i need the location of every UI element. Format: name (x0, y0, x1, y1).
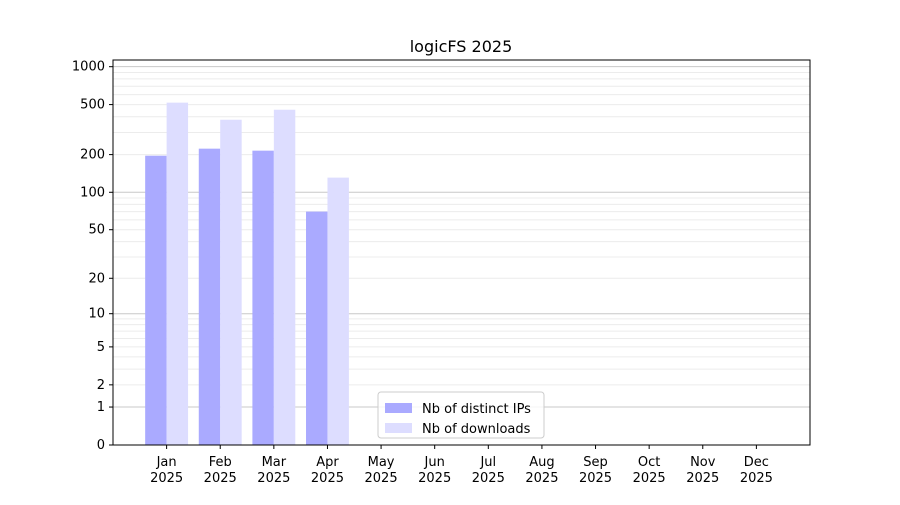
x-tick-label-line: 2025 (204, 471, 237, 486)
x-tick-label: Sep 2025 (579, 455, 612, 486)
x-tick-label-line: Mar (262, 455, 287, 470)
y-tick-label: 200 (80, 148, 105, 163)
x-tick-label-line: Dec (744, 455, 769, 470)
x-tick-label-line: 2025 (740, 471, 773, 486)
y-tick-label: 1000 (72, 60, 105, 75)
x-tick-label-line: Nov (690, 455, 716, 470)
bar-ips (145, 155, 167, 445)
y-tick-label: 1 (97, 400, 105, 415)
y-tick-label: 0 (97, 438, 105, 453)
x-tick-label: Mar 2025 (257, 455, 290, 486)
x-tick-label: Aug 2025 (525, 455, 558, 486)
x-tick-label-line: 2025 (633, 471, 666, 486)
x-tick-label: Oct 2025 (633, 455, 666, 486)
x-tick-label: Apr 2025 (311, 455, 344, 486)
x-tick-label-line: Jun (424, 455, 445, 470)
x-tick-label-line: 2025 (150, 471, 183, 486)
x-tick-label: Dec 2025 (740, 455, 773, 486)
x-tick-label-line: 2025 (579, 471, 612, 486)
x-tick-label-line: May (368, 455, 395, 470)
x-tick-label-line: Jul (479, 455, 496, 470)
x-tick-label: Jul 2025 (472, 455, 505, 486)
bar-ips (252, 150, 274, 445)
x-tick-label-line: Aug (529, 455, 554, 470)
x-tick-label-line: Jan (156, 455, 177, 470)
legend-box (377, 391, 545, 439)
y-tick-label: 100 (80, 185, 105, 200)
y-tick-label: 50 (88, 223, 105, 238)
x-tick-label-line: Oct (638, 455, 660, 470)
legend-swatch (385, 423, 412, 433)
x-tick-label: Jun 2025 (418, 455, 451, 486)
axes-frame (112, 59, 811, 446)
x-tick-label-line: Feb (209, 455, 232, 470)
bar-ips (198, 148, 221, 445)
x-tick-label-line: 2025 (686, 471, 719, 486)
y-tick-label: 500 (80, 98, 105, 113)
x-tick-label-line: 2025 (525, 471, 558, 486)
bar-downloads (220, 119, 242, 446)
x-tick-label: May 2025 (365, 455, 398, 486)
bar-downloads (327, 177, 349, 445)
y-tick-label: 10 (88, 307, 105, 322)
bar-downloads (273, 109, 296, 446)
x-tick-label: Feb 2025 (204, 455, 237, 486)
x-tick-label-line: Sep (583, 455, 608, 470)
legend-label: Nb of distinct IPs (422, 402, 531, 417)
x-tick-label-line: 2025 (418, 471, 451, 486)
x-tick-label-line: 2025 (365, 471, 398, 486)
legend-swatch (385, 403, 412, 413)
x-tick-label: Jan 2025 (150, 455, 183, 486)
x-tick-label: Nov 2025 (686, 455, 719, 486)
x-tick-label-line: 2025 (257, 471, 290, 486)
y-tick-label: 2 (97, 378, 105, 393)
chart-title: logicFS 2025 (410, 37, 513, 56)
x-tick-label-line: Apr (316, 455, 339, 470)
x-tick-label-line: 2025 (472, 471, 505, 486)
bar-ips (306, 211, 328, 445)
y-tick-label: 20 (88, 271, 105, 286)
legend-label: Nb of downloads (422, 422, 531, 437)
y-tick-label: 5 (97, 340, 105, 355)
bar-downloads (166, 102, 189, 445)
x-tick-label-line: 2025 (311, 471, 344, 486)
